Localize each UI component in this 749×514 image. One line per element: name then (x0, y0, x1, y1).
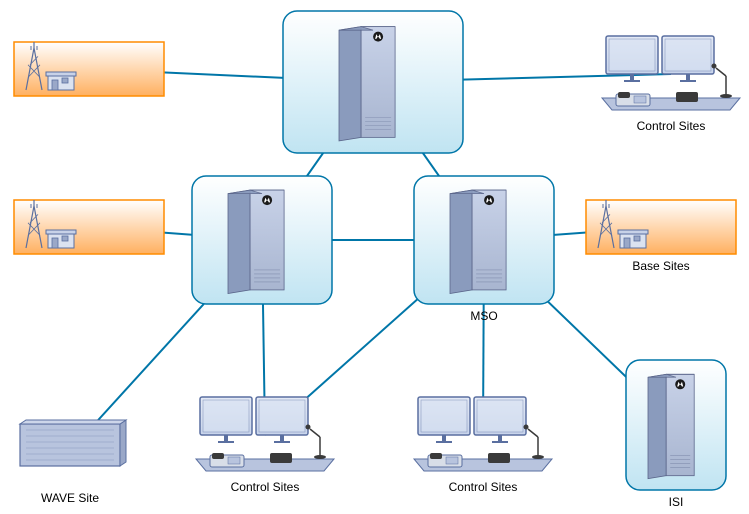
node-top_control (602, 36, 740, 110)
label-top_control: Control Sites (637, 119, 706, 133)
node-mid_base_l (14, 200, 164, 254)
node-wave (20, 420, 126, 466)
node-mid_server_l (192, 176, 332, 304)
node-bot_control_l (196, 397, 334, 471)
node-isi (626, 360, 726, 490)
node-top_server (283, 11, 463, 153)
label-wave: WAVE Site (41, 491, 99, 505)
label-mid_server_r: MSO (470, 309, 497, 323)
node-top_base (14, 42, 164, 96)
label-bot_control_r: Control Sites (449, 480, 518, 494)
label-mid_base_r: Base Sites (632, 259, 689, 273)
node-mid_base_r (586, 200, 736, 254)
node-mid_server_r (414, 176, 554, 304)
label-isi: ISI (669, 495, 684, 509)
nodes: Control Sites MSO Base Sites WAVE Site Contr… (14, 11, 740, 509)
network-diagram: Control Sites MSO Base Sites WAVE Site Contr… (0, 0, 749, 514)
node-bot_control_r (414, 397, 552, 471)
label-bot_control_l: Control Sites (231, 480, 300, 494)
